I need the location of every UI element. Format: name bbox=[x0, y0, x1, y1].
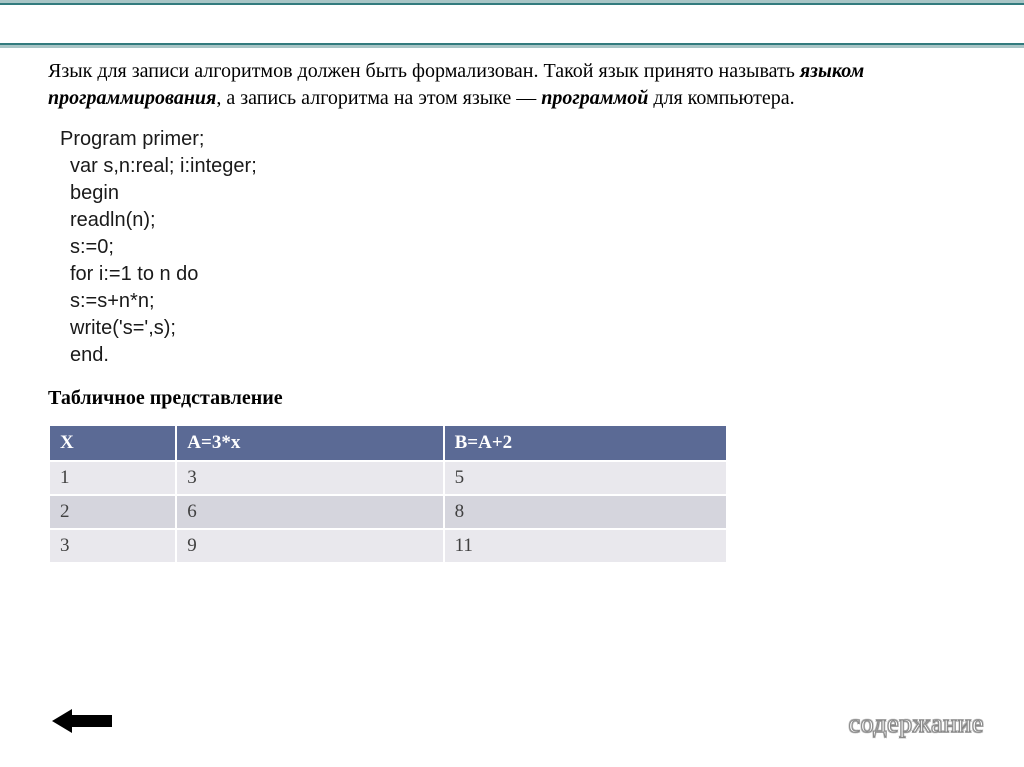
arrow-left-icon bbox=[52, 707, 114, 735]
table-row: 1 3 5 bbox=[49, 461, 727, 495]
code-line: readln(n); bbox=[60, 207, 976, 234]
program-code: Program primer; var s,n:real; i:integer;… bbox=[48, 126, 976, 369]
table-heading: Табличное представление bbox=[48, 387, 976, 410]
table-header-row: X A=3*x B=A+2 bbox=[49, 425, 727, 461]
code-line: begin bbox=[60, 180, 976, 207]
table-cell: 5 bbox=[444, 461, 727, 495]
slide-header-frame bbox=[0, 0, 1024, 48]
intro-text-1: Язык для записи алгоритмов должен быть ф… bbox=[48, 60, 800, 82]
code-line: var s,n:real; i:integer; bbox=[60, 153, 976, 180]
intro-emphasis-2: программой bbox=[541, 87, 648, 109]
data-table: X A=3*x B=A+2 1 3 5 2 6 8 3 9 11 bbox=[48, 424, 728, 564]
table-cell: 8 bbox=[444, 495, 727, 529]
back-arrow-button[interactable] bbox=[52, 707, 114, 735]
code-line: s:=0; bbox=[60, 234, 976, 261]
table-row: 2 6 8 bbox=[49, 495, 727, 529]
table-cell: 1 bbox=[49, 461, 176, 495]
contents-link[interactable]: содержание bbox=[849, 709, 984, 739]
table-cell: 2 bbox=[49, 495, 176, 529]
table-cell: 3 bbox=[49, 529, 176, 563]
table-cell: 6 bbox=[176, 495, 443, 529]
intro-text-3: для компьютера. bbox=[648, 87, 794, 109]
table-header-cell: A=3*x bbox=[176, 425, 443, 461]
code-line: s:=s+n*n; bbox=[60, 288, 976, 315]
slide-content: Язык для записи алгоритмов должен быть ф… bbox=[0, 48, 1024, 564]
code-line: write('s=',s); bbox=[60, 315, 976, 342]
code-line: for i:=1 to n do bbox=[60, 261, 976, 288]
table-cell: 9 bbox=[176, 529, 443, 563]
intro-text-2: , а запись алгоритма на этом языке — bbox=[216, 87, 541, 109]
code-line: Program primer; bbox=[60, 128, 204, 150]
code-line: end. bbox=[60, 342, 976, 369]
table-header-cell: B=A+2 bbox=[444, 425, 727, 461]
table-header-cell: X bbox=[49, 425, 176, 461]
table-cell: 11 bbox=[444, 529, 727, 563]
table-row: 3 9 11 bbox=[49, 529, 727, 563]
table-cell: 3 bbox=[176, 461, 443, 495]
intro-paragraph: Язык для записи алгоритмов должен быть ф… bbox=[48, 58, 976, 112]
